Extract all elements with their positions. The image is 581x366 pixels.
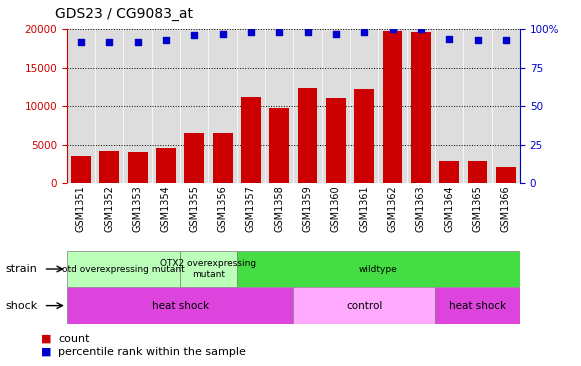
Bar xyxy=(354,89,374,183)
Text: wildtype: wildtype xyxy=(359,265,398,273)
Text: control: control xyxy=(346,300,382,311)
Text: GSM1351: GSM1351 xyxy=(76,185,86,232)
Text: count: count xyxy=(58,333,89,344)
Text: GSM1363: GSM1363 xyxy=(416,185,426,232)
Point xyxy=(360,29,369,35)
Text: otd overexpressing mutant: otd overexpressing mutant xyxy=(62,265,185,273)
Text: GSM1361: GSM1361 xyxy=(359,185,369,232)
Bar xyxy=(67,287,293,324)
Bar xyxy=(326,98,346,183)
Text: GSM1358: GSM1358 xyxy=(274,185,284,232)
Text: GSM1352: GSM1352 xyxy=(105,185,114,232)
Point xyxy=(76,39,85,45)
Text: heat shock: heat shock xyxy=(152,300,209,311)
Point xyxy=(416,26,425,32)
Text: GSM1354: GSM1354 xyxy=(161,185,171,232)
Text: GSM1365: GSM1365 xyxy=(472,185,482,232)
Bar xyxy=(435,287,520,324)
Bar xyxy=(184,133,204,183)
Bar xyxy=(180,251,237,287)
Point xyxy=(275,29,284,35)
Bar xyxy=(383,31,403,183)
Point xyxy=(246,29,256,35)
Text: GSM1353: GSM1353 xyxy=(132,185,142,232)
Bar xyxy=(411,31,431,183)
Point xyxy=(331,31,340,37)
Point xyxy=(501,37,511,43)
Point xyxy=(303,29,312,35)
Text: percentile rank within the sample: percentile rank within the sample xyxy=(58,347,246,357)
Text: GSM1364: GSM1364 xyxy=(444,185,454,232)
Text: GSM1356: GSM1356 xyxy=(218,185,228,232)
Bar xyxy=(241,97,261,183)
Point xyxy=(189,33,199,38)
Text: GSM1355: GSM1355 xyxy=(189,185,199,232)
Point xyxy=(444,36,454,41)
Text: shock: shock xyxy=(6,300,38,311)
Bar xyxy=(297,89,317,183)
Text: GSM1359: GSM1359 xyxy=(303,185,313,232)
Text: strain: strain xyxy=(6,264,38,274)
Text: GSM1366: GSM1366 xyxy=(501,185,511,232)
Bar xyxy=(156,147,176,183)
Text: ■: ■ xyxy=(41,347,51,357)
Point xyxy=(473,37,482,43)
Text: GSM1360: GSM1360 xyxy=(331,185,341,232)
Point xyxy=(388,26,397,32)
Bar xyxy=(213,133,232,183)
Point xyxy=(105,39,114,45)
Point xyxy=(162,37,171,43)
Point xyxy=(218,31,227,37)
Bar xyxy=(128,152,148,183)
Bar xyxy=(293,287,435,324)
Bar xyxy=(237,251,520,287)
Text: GSM1362: GSM1362 xyxy=(388,185,397,232)
Bar xyxy=(496,167,516,183)
Point xyxy=(133,39,142,45)
Bar xyxy=(468,161,487,183)
Text: ■: ■ xyxy=(41,333,51,344)
Bar xyxy=(67,251,180,287)
Bar xyxy=(270,108,289,183)
Bar xyxy=(99,151,119,183)
Text: heat shock: heat shock xyxy=(449,300,506,311)
Bar xyxy=(439,161,459,183)
Text: OTX2 overexpressing
mutant: OTX2 overexpressing mutant xyxy=(160,259,256,279)
Text: GSM1357: GSM1357 xyxy=(246,185,256,232)
Text: GDS23 / CG9083_at: GDS23 / CG9083_at xyxy=(55,7,193,21)
Bar xyxy=(71,156,91,183)
